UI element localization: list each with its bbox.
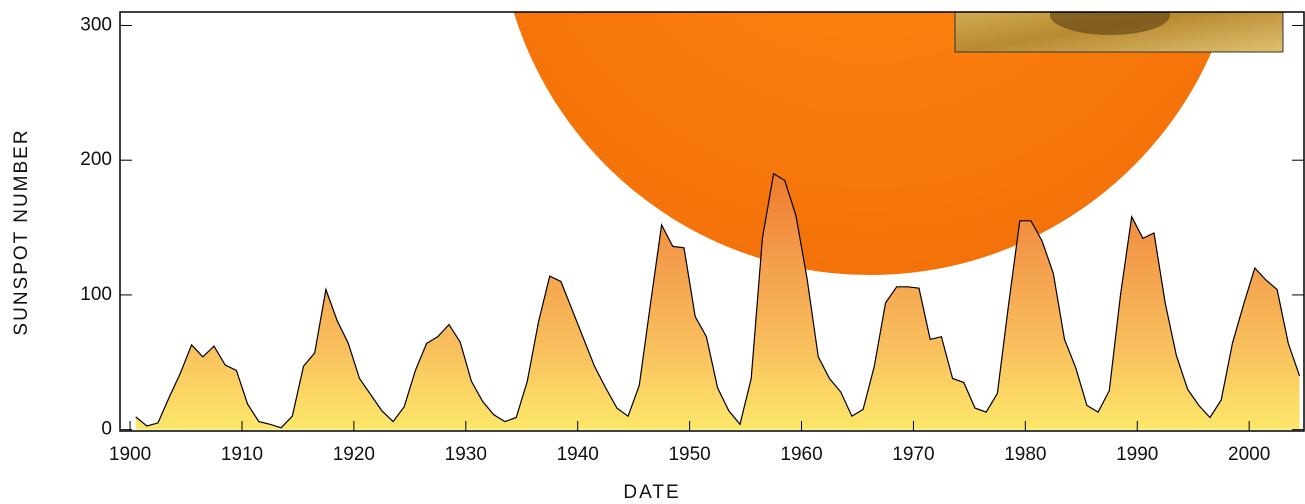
data-line: [135, 172, 1301, 429]
x-axis-label: DATE: [623, 482, 680, 503]
x-tick-label: 1920: [333, 444, 375, 465]
y-axis-label: SUNSPOT NUMBER: [11, 128, 32, 335]
x-tick-label: 1990: [1116, 444, 1158, 465]
x-tick-label: 1980: [1004, 444, 1046, 465]
plot-area: [135, 12, 1301, 430]
y-tick-label: 100: [80, 284, 112, 305]
x-tick-label: 1900: [109, 444, 151, 465]
area-fill: [135, 173, 1300, 430]
x-tick-label: 1960: [780, 444, 822, 465]
x-tick-label: 1970: [892, 444, 934, 465]
sunspot-inset-spot: [1050, 12, 1170, 35]
x-tick-label: 1950: [668, 444, 710, 465]
plot-frame: [119, 11, 1305, 432]
x-tick-label: 2000: [1228, 444, 1270, 465]
y-tick-label: 200: [80, 149, 112, 170]
y-tick-label: 0: [101, 419, 112, 440]
x-tick-label: 1940: [557, 444, 599, 465]
sun-image: [513, 12, 1227, 275]
x-tick-label: 1910: [221, 444, 263, 465]
y-tick-label: 300: [80, 14, 112, 35]
x-tick-label: 1930: [445, 444, 487, 465]
